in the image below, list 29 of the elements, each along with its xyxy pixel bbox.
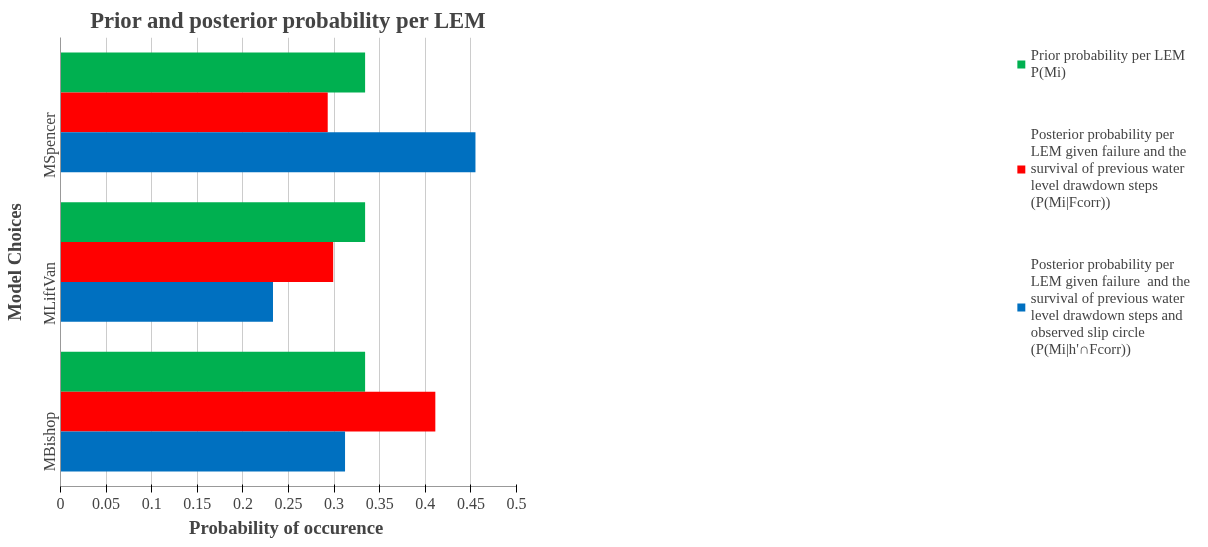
x-axis-title: Probability of occurence (189, 516, 384, 538)
legend-label: Posterior probability per LEM given failure and the survival of previous water level drawdown steps and observed slip circle (P(Mi|h'∩Fcorr)) (1030, 256, 1190, 358)
bar (60, 351, 366, 392)
x-tick-label: 0.05 (92, 494, 121, 512)
y-axis-title: Model Choices (3, 203, 25, 321)
bar (60, 431, 346, 472)
x-tick-label: 0.1 (141, 494, 162, 512)
x-tick-label: 0.15 (183, 494, 212, 512)
y-tick-label: MLiftVan (41, 261, 58, 326)
bar (60, 242, 334, 282)
bar (60, 391, 436, 432)
x-tick-label: 0.35 (365, 494, 394, 512)
x-tick-label: 0.45 (456, 494, 485, 512)
legend-label: Prior probability per LEM P(Mi) (1030, 47, 1186, 81)
y-tick-label: MSpencer (41, 111, 59, 179)
bar (60, 132, 476, 173)
x-tick-label: 0.3 (324, 494, 345, 512)
y-tick-label: MBishop (41, 411, 59, 472)
x-tick-label: 0.5 (506, 494, 527, 512)
bar (60, 202, 366, 243)
bar (60, 52, 366, 93)
bar (60, 92, 328, 133)
x-tick-label: 0.4 (415, 494, 436, 512)
x-tick-label: 0.25 (274, 494, 303, 512)
legend-label: Posterior probability per LEM given failure and the survival of previous water level drawdown steps (P(Mi|Fcorr)) (1030, 126, 1187, 211)
x-tick-label: 0 (56, 494, 65, 512)
chart-title: Prior and posterior probability per LEM (90, 7, 486, 33)
x-tick-label: 0.2 (232, 494, 253, 512)
bar (60, 281, 273, 322)
